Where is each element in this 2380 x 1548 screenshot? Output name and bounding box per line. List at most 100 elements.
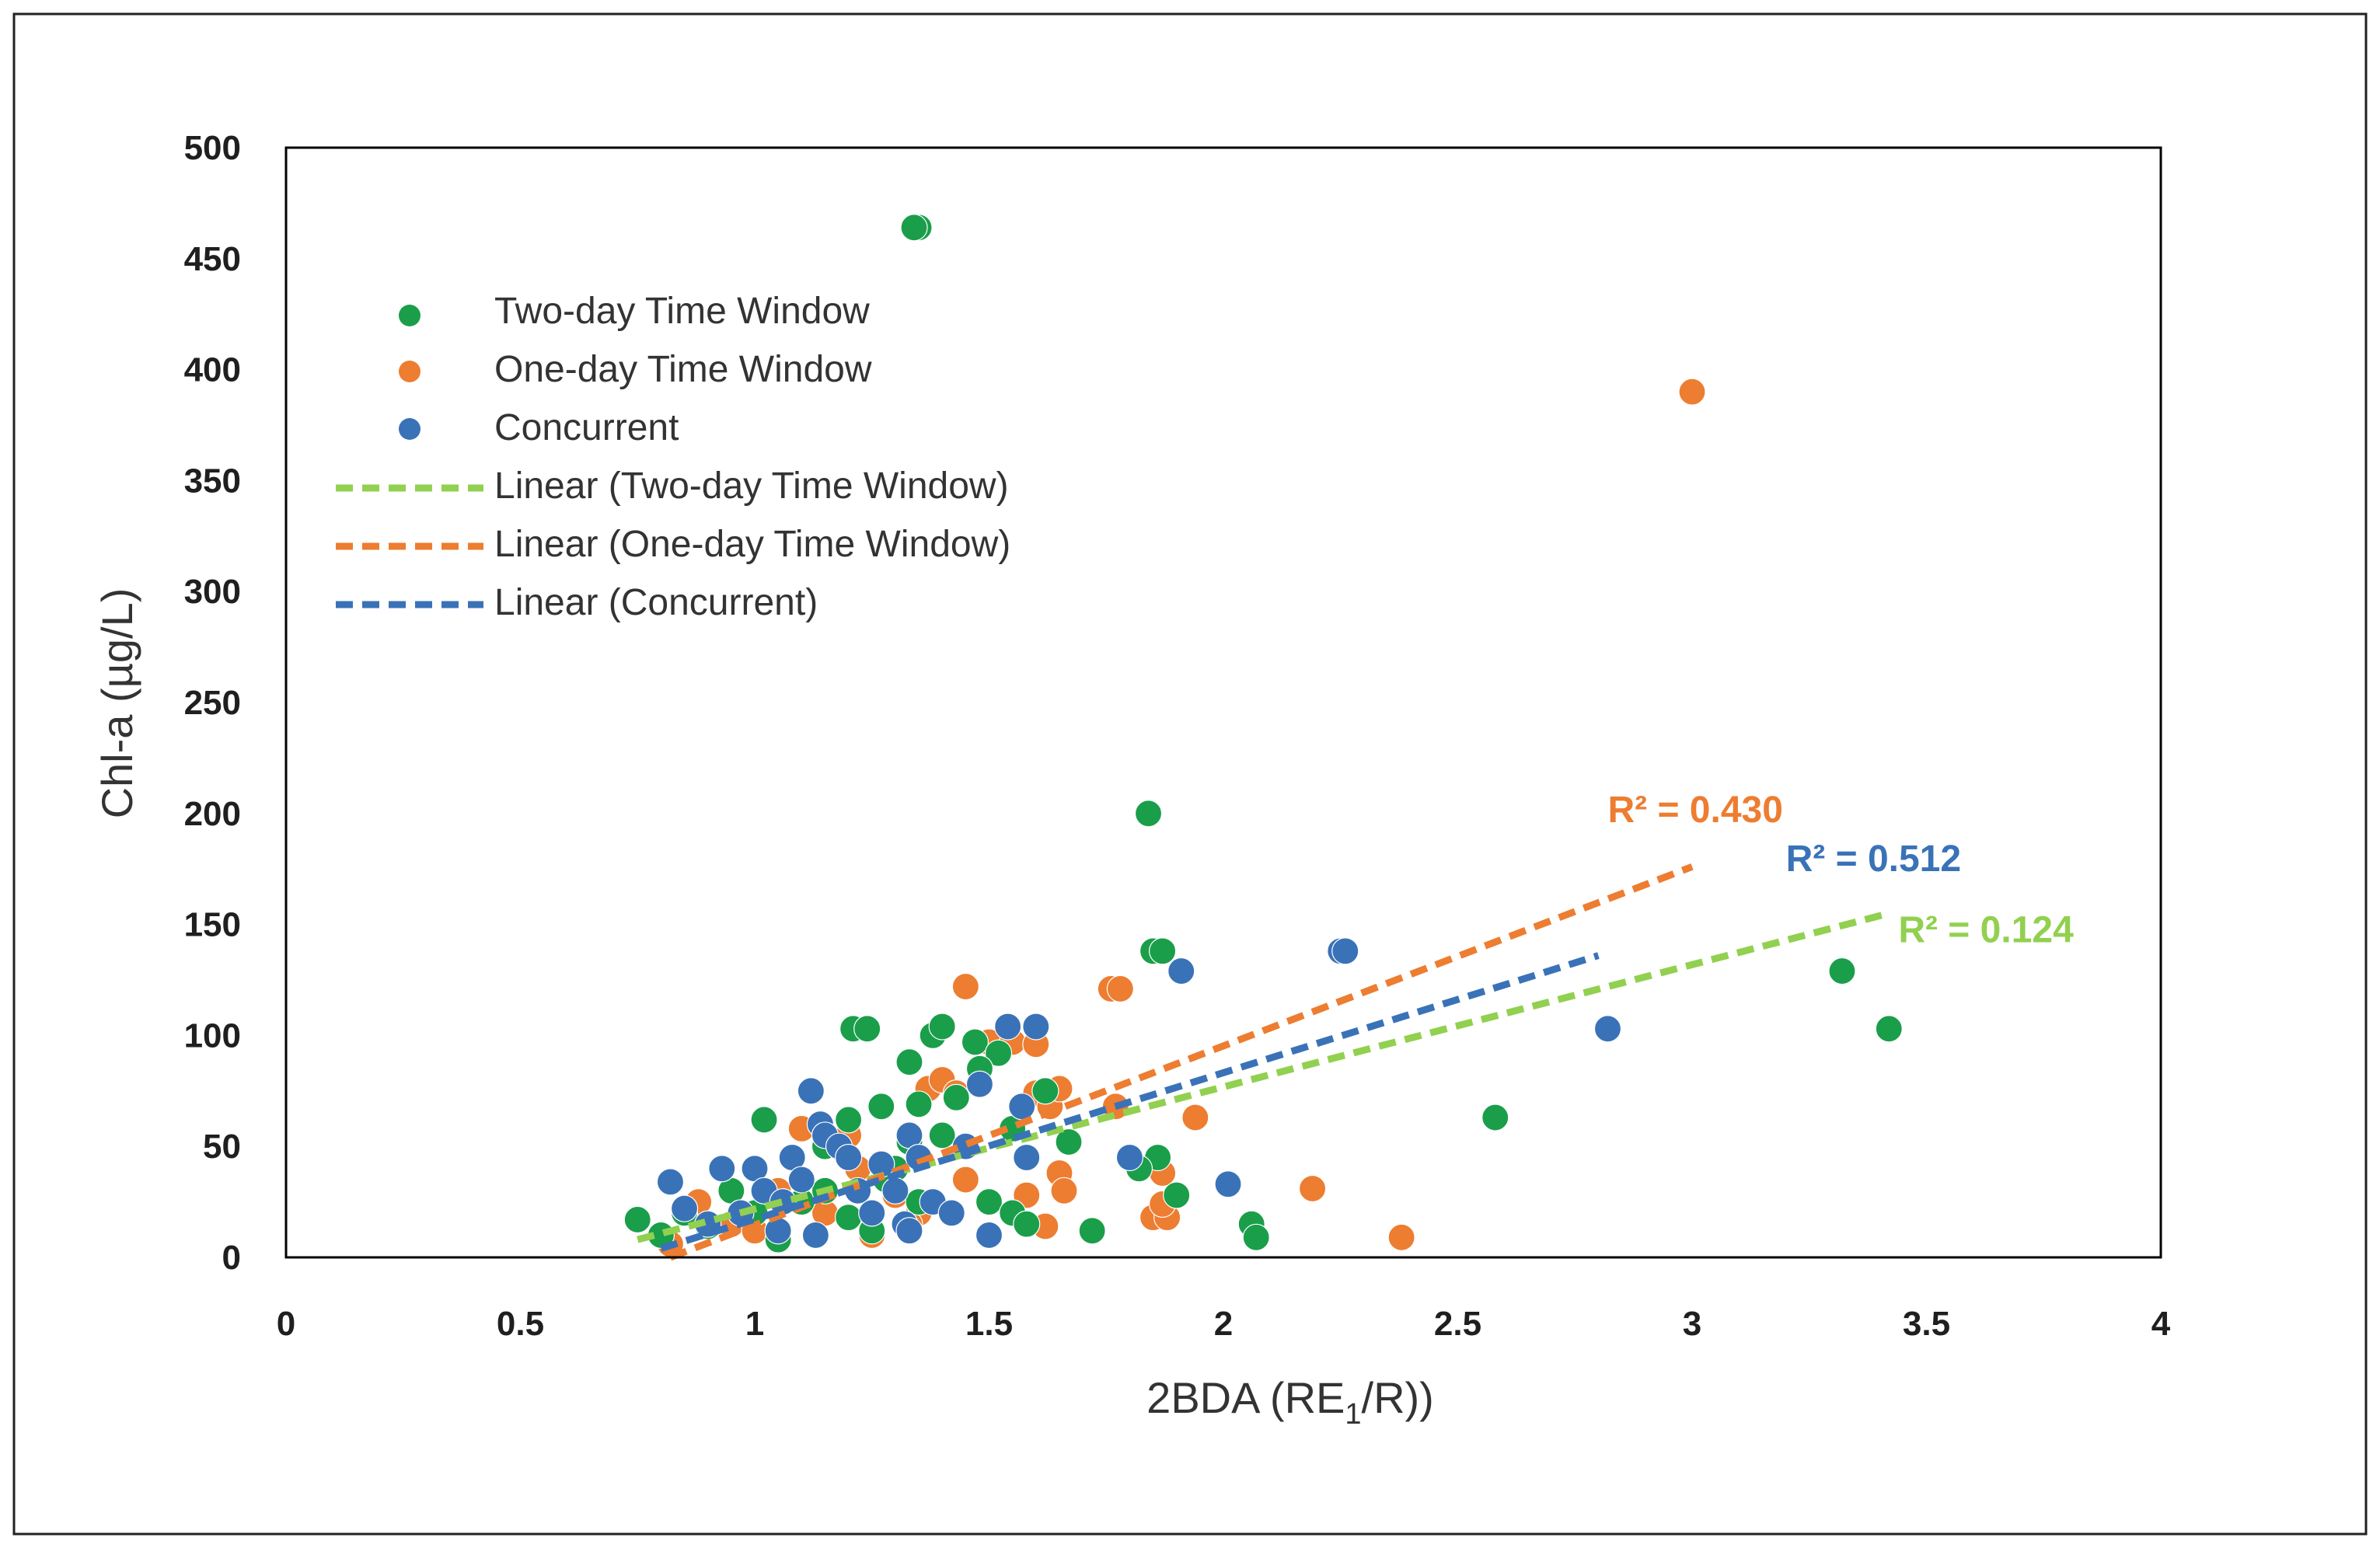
point-concurrent	[1022, 1013, 1050, 1041]
trendlines-layer	[637, 863, 1890, 1261]
y-axis-ticks: 0 50 100 150 200 250 300 350 400 450 500	[184, 129, 241, 1277]
point-one-day-time-window	[951, 1166, 979, 1194]
point-concurrent	[656, 1168, 685, 1196]
point-two-day-time-window	[1031, 1077, 1059, 1105]
point-one-day-time-window	[1050, 1177, 1078, 1205]
point-two-day-time-window	[900, 214, 928, 242]
r-squared-label: R² = 0.512	[1786, 838, 1961, 880]
point-one-day-time-window	[951, 972, 979, 1001]
legend-label-concurrent: Concurrent	[494, 407, 679, 448]
point-concurrent	[670, 1194, 699, 1222]
data-points-layer	[623, 214, 1903, 1258]
point-two-day-time-window	[984, 1039, 1013, 1067]
x-tick-label: 4	[2151, 1305, 2171, 1343]
y-tick-label: 500	[184, 129, 241, 167]
point-two-day-time-window	[623, 1205, 651, 1234]
point-two-day-time-window	[1875, 1015, 1903, 1043]
point-two-day-time-window	[1828, 957, 1856, 985]
y-tick-label: 0	[222, 1239, 241, 1277]
point-concurrent	[801, 1221, 829, 1250]
point-concurrent	[1167, 957, 1195, 985]
point-concurrent	[858, 1199, 886, 1227]
point-one-day-time-window	[1106, 974, 1134, 1003]
trendline-linear-concurrent	[660, 952, 1600, 1252]
legend-label-one-day: One-day Time Window	[494, 349, 872, 390]
point-one-day-time-window	[1298, 1174, 1327, 1203]
point-two-day-time-window	[961, 1028, 989, 1056]
legend-label-linear-concurrent: Linear (Concurrent)	[494, 582, 818, 623]
y-tick-label: 300	[184, 573, 241, 611]
point-concurrent	[708, 1155, 736, 1183]
x-tick-label: 0	[277, 1305, 295, 1343]
legend-label-linear-one-day: Linear (One-day Time Window)	[494, 524, 1010, 565]
legend-label-linear-two-day: Linear (Two-day Time Window)	[494, 465, 1009, 507]
legend-marker-concurrent	[399, 418, 421, 440]
point-concurrent	[975, 1221, 1003, 1250]
point-two-day-time-window	[1149, 937, 1177, 965]
point-one-day-time-window	[1678, 378, 1706, 406]
y-tick-label: 50	[203, 1128, 241, 1166]
point-two-day-time-window	[1013, 1210, 1041, 1238]
x-tick-label: 2	[1214, 1305, 1233, 1343]
point-concurrent	[994, 1013, 1022, 1041]
x-tick-label: 3.5	[1903, 1305, 1950, 1343]
point-concurrent	[881, 1177, 909, 1205]
trendline-linear-one-day-time-window	[668, 863, 1694, 1261]
y-tick-label: 150	[184, 906, 241, 944]
r-squared-label: R² = 0.124	[1898, 909, 2074, 950]
point-concurrent	[787, 1166, 815, 1194]
legend: Two-day Time Window One-day Time Window …	[336, 291, 1010, 623]
point-concurrent	[1013, 1143, 1041, 1172]
legend-marker-one-day	[399, 361, 421, 382]
y-tick-label: 350	[184, 462, 241, 500]
y-tick-label: 250	[184, 684, 241, 722]
y-axis-title: Chl-a (µg/L)	[92, 588, 141, 819]
point-two-day-time-window	[928, 1121, 956, 1149]
point-concurrent	[937, 1199, 965, 1227]
x-tick-label: 3	[1683, 1305, 1701, 1343]
point-two-day-time-window	[942, 1083, 970, 1111]
x-tick-label: 1.5	[965, 1305, 1013, 1343]
y-tick-label: 400	[184, 351, 241, 389]
point-concurrent	[1214, 1170, 1242, 1198]
x-axis-title-part-1: 2BDA (RE	[1146, 1373, 1345, 1422]
y-tick-label: 450	[184, 240, 241, 278]
point-one-day-time-window	[1387, 1223, 1415, 1251]
x-axis-title: 2BDA (RE1/R))	[1146, 1373, 1434, 1431]
point-two-day-time-window	[834, 1106, 863, 1134]
legend-label-two-day: Two-day Time Window	[494, 291, 870, 332]
point-two-day-time-window	[895, 1048, 923, 1076]
point-two-day-time-window	[975, 1187, 1003, 1216]
chart-frame	[12, 12, 2368, 1536]
point-two-day-time-window	[750, 1106, 778, 1134]
x-axis-ticks: 0 0.5 1 1.5 2 2.5 3 3.5 4	[277, 1305, 2171, 1343]
x-axis-title-subscript: 1	[1345, 1398, 1361, 1431]
point-concurrent	[1115, 1143, 1144, 1172]
point-two-day-time-window	[1134, 800, 1163, 828]
legend-marker-two-day	[399, 305, 421, 326]
point-two-day-time-window	[853, 1015, 881, 1043]
point-two-day-time-window	[1163, 1181, 1191, 1209]
r-squared-label: R² = 0.430	[1607, 790, 1782, 831]
point-concurrent	[764, 1217, 792, 1245]
point-two-day-time-window	[1078, 1217, 1106, 1245]
point-two-day-time-window	[1481, 1103, 1509, 1131]
point-concurrent	[965, 1070, 994, 1098]
x-tick-label: 0.5	[497, 1305, 544, 1343]
point-two-day-time-window	[928, 1013, 956, 1041]
x-tick-label: 2.5	[1434, 1305, 1481, 1343]
plot-area-border	[284, 146, 2162, 1259]
point-one-day-time-window	[1181, 1103, 1209, 1131]
point-two-day-time-window	[867, 1093, 895, 1121]
point-two-day-time-window	[1242, 1223, 1270, 1251]
point-two-day-time-window	[834, 1203, 863, 1232]
point-concurrent	[1331, 937, 1359, 965]
point-concurrent	[834, 1143, 863, 1172]
trendline-linear-two-day-time-window	[637, 909, 1890, 1243]
x-tick-label: 1	[745, 1305, 764, 1343]
point-two-day-time-window	[905, 1090, 933, 1118]
y-tick-label: 200	[184, 795, 241, 833]
point-concurrent	[895, 1217, 923, 1245]
